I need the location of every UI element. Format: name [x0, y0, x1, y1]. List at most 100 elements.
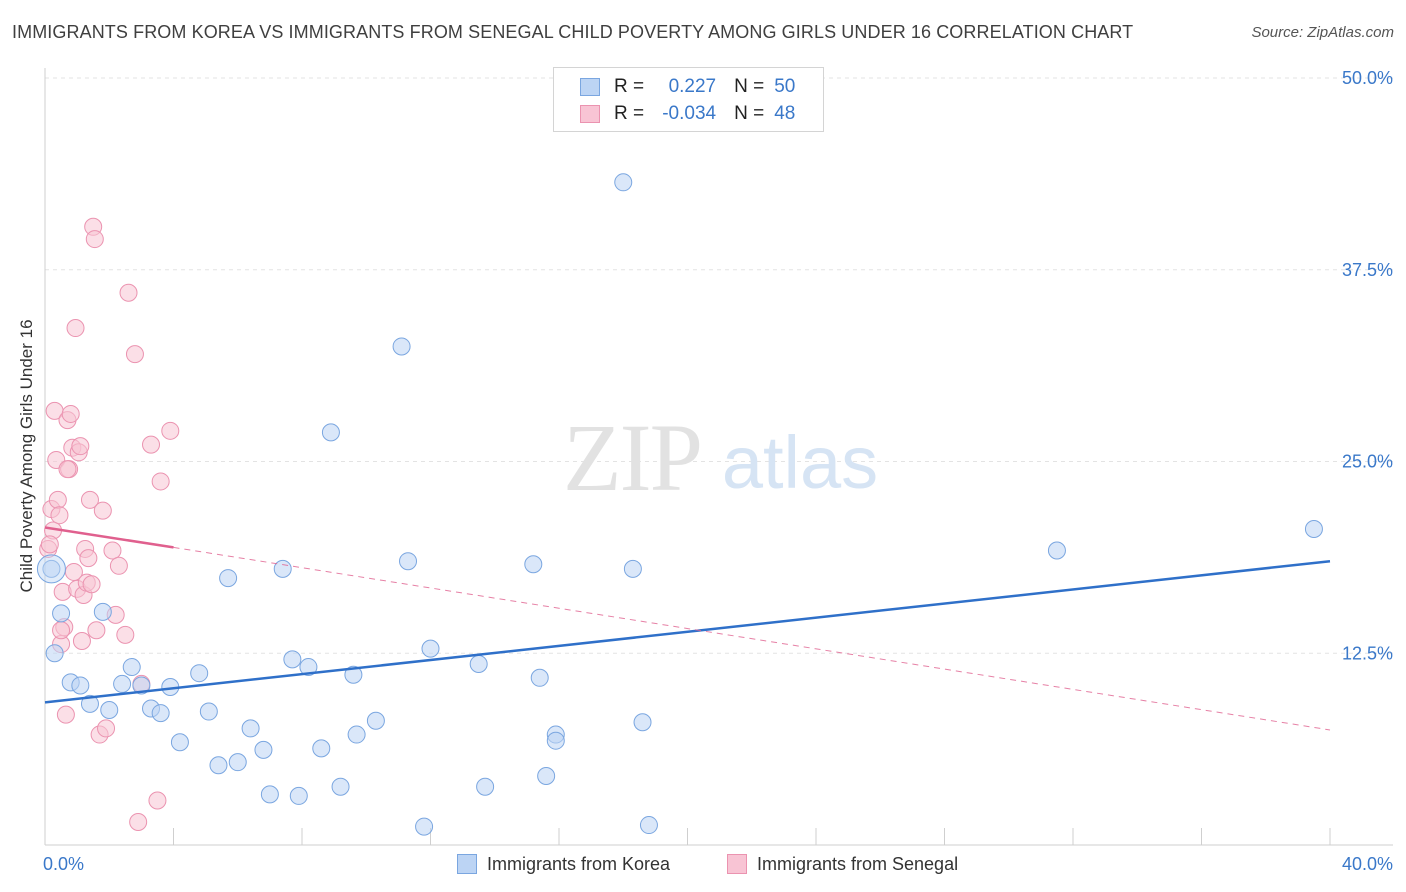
- y-axis-label: Child Poverty Among Girls Under 16: [17, 319, 36, 593]
- source-label: Source: ZipAtlas.com: [1251, 24, 1394, 41]
- senegal-point: [50, 506, 69, 525]
- senegal-point: [142, 435, 161, 454]
- bottom-legend-korea: Immigrants from Korea: [457, 852, 670, 876]
- trendlines: [44, 526, 1331, 731]
- korea-point: [260, 785, 279, 804]
- senegal-point: [116, 625, 135, 644]
- bottom-korea-label: Immigrants from Korea: [487, 853, 671, 874]
- senegal-point: [61, 404, 80, 423]
- korea-point: [93, 602, 112, 621]
- korea-point: [199, 702, 218, 721]
- senegal-point: [87, 621, 106, 640]
- axes: [44, 68, 1393, 846]
- korea-point: [299, 658, 318, 677]
- tick-labels: 12.5% 25.0% 37.5% 50.0% 0.0% 40.0%: [43, 68, 1393, 874]
- korea-point: [132, 676, 151, 695]
- korea-point: [170, 733, 189, 752]
- korea-point-large: [36, 554, 66, 584]
- senegal-point: [72, 631, 91, 650]
- bottom-legend-senegal: Immigrants from Senegal: [727, 852, 958, 876]
- korea-point: [241, 719, 260, 738]
- senegal-point: [129, 812, 148, 831]
- chart-title: IMMIGRANTS FROM KOREA VS IMMIGRANTS FROM…: [12, 22, 1134, 42]
- legend-row-korea: R = 0.227 N = 50: [580, 75, 795, 99]
- senegal-point: [71, 437, 90, 456]
- watermark: ZIP atlas: [563, 404, 878, 511]
- senegal-n-label: N =: [734, 103, 765, 124]
- y-tick-label: 37.5%: [1342, 260, 1393, 280]
- senegal-point: [85, 230, 104, 249]
- korea-point: [331, 777, 350, 796]
- legend-row-senegal: R = -0.034 N = 48: [580, 102, 795, 126]
- korea-point: [1304, 519, 1323, 538]
- senegal-point: [148, 791, 167, 810]
- korea-point: [524, 555, 543, 574]
- korea-point: [113, 674, 132, 693]
- korea-point: [283, 650, 302, 669]
- korea-r-value: 0.227: [668, 76, 717, 97]
- senegal-n-value: 48: [774, 103, 796, 124]
- korea-point: [80, 694, 99, 713]
- korea-point: [312, 739, 331, 758]
- senegal-point: [79, 549, 98, 568]
- watermark-zip: ZIP: [563, 404, 701, 511]
- korea-point: [392, 337, 411, 356]
- senegal-r-value: -0.034: [662, 103, 717, 124]
- korea-point: [190, 664, 209, 683]
- senegal-point: [56, 705, 75, 724]
- correlation-legend: R = 0.227 N = 50 R = -0.034 N = 48: [553, 67, 824, 132]
- korea-n-label: N =: [734, 76, 765, 97]
- korea-point: [219, 569, 238, 588]
- korea-point: [52, 604, 71, 623]
- senegal-point: [103, 541, 122, 560]
- korea-point: [399, 552, 418, 571]
- senegal-point: [93, 501, 112, 520]
- korea-point: [321, 423, 340, 442]
- korea-point: [469, 654, 488, 673]
- y-tick-label: 12.5%: [1342, 643, 1393, 663]
- korea-point: [71, 676, 90, 695]
- korea-n-value: 50: [774, 76, 796, 97]
- korea-point: [228, 753, 247, 772]
- korea-point: [476, 777, 495, 796]
- korea-point: [633, 713, 652, 732]
- korea-point: [537, 766, 556, 785]
- senegal-trendline: [44, 526, 174, 549]
- korea-trendline: [44, 559, 1331, 704]
- senegal-point: [48, 490, 67, 509]
- korea-point: [100, 701, 119, 720]
- y-tick-label: 50.0%: [1342, 68, 1393, 88]
- senegal-points: [39, 217, 180, 831]
- watermark-atlas: atlas: [722, 421, 878, 504]
- senegal-point: [52, 621, 71, 640]
- senegal-point: [97, 719, 116, 738]
- y-tick-label: 25.0%: [1342, 452, 1393, 472]
- korea-point: [209, 756, 228, 775]
- korea-point: [344, 665, 363, 684]
- korea-point: [122, 658, 141, 677]
- bottom-korea-swatch: [457, 854, 477, 874]
- gridlines: [45, 77, 1393, 654]
- senegal-point: [125, 345, 144, 364]
- senegal-point: [58, 460, 77, 479]
- senegal-point: [40, 535, 59, 554]
- korea-point: [639, 816, 658, 835]
- bottom-senegal-label: Immigrants from Senegal: [757, 853, 959, 874]
- senegal-point: [161, 421, 180, 440]
- korea-point: [415, 817, 434, 836]
- senegal-point: [80, 490, 99, 509]
- senegal-point: [151, 472, 170, 491]
- korea-point: [273, 559, 292, 578]
- korea-point: [151, 704, 170, 723]
- korea-point: [546, 731, 565, 750]
- senegal-point: [82, 575, 101, 594]
- korea-point: [45, 644, 64, 663]
- senegal-point: [119, 283, 138, 302]
- korea-point: [254, 740, 273, 759]
- senegal-point: [66, 319, 85, 338]
- x-tick-label: 40.0%: [1342, 854, 1393, 874]
- korea-points: [36, 173, 1323, 836]
- korea-point: [530, 668, 549, 687]
- senegal-r-label: R =: [614, 103, 645, 124]
- korea-point: [614, 173, 633, 192]
